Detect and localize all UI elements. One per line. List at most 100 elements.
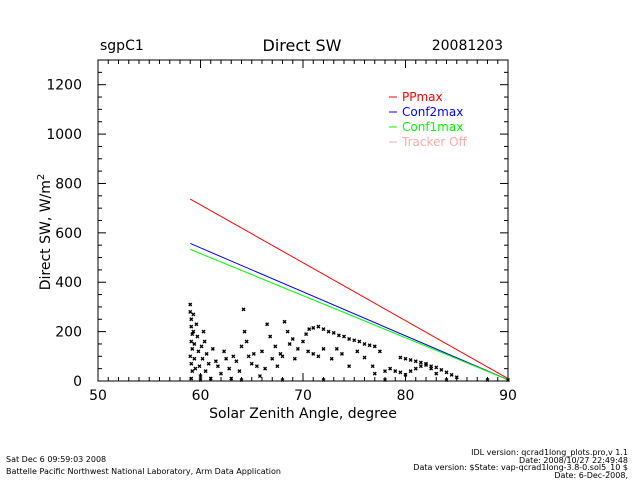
y-tick-label: 1200 bbox=[46, 78, 82, 94]
data-point bbox=[429, 364, 434, 369]
data-point bbox=[197, 364, 202, 369]
y-tick-label: 0 bbox=[73, 374, 82, 390]
data-point bbox=[229, 376, 234, 381]
data-point bbox=[408, 358, 413, 363]
data-date: Date: 6-Dec-2008, bbox=[554, 471, 628, 480]
data-point bbox=[198, 378, 203, 382]
data-point bbox=[408, 369, 413, 374]
y-tick-label: 800 bbox=[55, 176, 82, 192]
data-point bbox=[388, 366, 393, 371]
data-point bbox=[282, 319, 287, 324]
data-point bbox=[280, 354, 285, 359]
data-point bbox=[362, 355, 367, 360]
data-point bbox=[196, 349, 201, 354]
data-point bbox=[424, 362, 428, 367]
data-point bbox=[434, 371, 439, 376]
data-point bbox=[191, 329, 196, 334]
data-version: Data version: $State: vap-qcrad1long-3.8… bbox=[413, 463, 628, 472]
data-point bbox=[190, 332, 195, 337]
data-point bbox=[190, 346, 195, 351]
data-point bbox=[275, 364, 280, 369]
chart-title: Direct SW bbox=[263, 36, 342, 55]
data-point bbox=[454, 375, 459, 380]
data-point bbox=[434, 365, 439, 370]
data-point bbox=[190, 369, 195, 374]
data-point bbox=[355, 349, 360, 354]
data-point bbox=[188, 302, 193, 307]
data-point bbox=[301, 339, 305, 344]
y-axis-label-text: Direct SW, W/m bbox=[38, 180, 54, 290]
y-tick-label: 600 bbox=[55, 226, 82, 242]
data-point bbox=[287, 341, 292, 346]
data-point bbox=[194, 322, 199, 327]
data-point bbox=[192, 356, 197, 361]
data-point bbox=[222, 349, 227, 354]
data-point bbox=[307, 327, 312, 332]
data-point bbox=[329, 356, 334, 361]
data-point bbox=[367, 343, 372, 348]
data-point bbox=[249, 361, 254, 366]
data-point bbox=[285, 329, 290, 334]
data-point bbox=[231, 354, 236, 359]
data-point bbox=[199, 344, 204, 349]
line-ppmax bbox=[190, 198, 509, 379]
data-point bbox=[444, 378, 449, 382]
data-point bbox=[189, 361, 194, 366]
data-point bbox=[257, 374, 262, 379]
data-point bbox=[398, 355, 403, 360]
axes: 50 60 70 80 90 0 200 400 600 800 1000 1200 bbox=[46, 59, 517, 404]
data-point bbox=[208, 376, 213, 381]
data-point bbox=[219, 371, 223, 376]
data-point bbox=[316, 354, 321, 359]
data-point bbox=[321, 378, 326, 382]
idl-version: IDL version: qcrad1long_plots.pro,v 1.1 bbox=[471, 448, 628, 457]
data-point bbox=[439, 367, 444, 372]
data-point bbox=[191, 312, 196, 317]
legend-label: Conf2max bbox=[402, 105, 463, 119]
data-point bbox=[241, 307, 246, 312]
idl-date: Date: 2008/10/27 22:49:48 bbox=[519, 456, 628, 465]
data-point bbox=[372, 371, 377, 376]
data-point bbox=[192, 341, 197, 346]
data-point bbox=[239, 344, 244, 349]
x-tick-label: 80 bbox=[397, 388, 415, 404]
site-label: sgpC1 bbox=[100, 38, 144, 54]
data-point bbox=[204, 351, 209, 356]
data-point bbox=[263, 366, 268, 371]
data-point bbox=[449, 372, 454, 377]
data-point bbox=[506, 378, 510, 382]
data-point bbox=[189, 339, 194, 344]
data-point bbox=[215, 364, 220, 369]
organization: Battelle Pacific Northwest National Labo… bbox=[6, 467, 281, 476]
data-point bbox=[224, 356, 229, 361]
data-point bbox=[377, 349, 382, 354]
data-point bbox=[372, 344, 377, 349]
data-point bbox=[188, 309, 193, 314]
x-axis-label: Solar Zenith Angle, degree bbox=[209, 406, 397, 422]
date-label: 20081203 bbox=[432, 38, 503, 54]
y-axis-label: Direct SW, W/m2 bbox=[36, 174, 54, 291]
line-conf2max bbox=[190, 243, 509, 381]
y-tick-label: 200 bbox=[55, 325, 82, 341]
data-point bbox=[193, 366, 198, 371]
data-point bbox=[198, 374, 203, 379]
data-point bbox=[244, 339, 249, 344]
data-point bbox=[383, 378, 387, 382]
data-point bbox=[265, 322, 270, 327]
data-point bbox=[210, 346, 215, 351]
data-point bbox=[251, 351, 256, 356]
data-point bbox=[188, 354, 193, 359]
data-point bbox=[270, 356, 275, 361]
data-point bbox=[189, 324, 194, 329]
data-point bbox=[347, 337, 352, 342]
data-point bbox=[292, 356, 297, 361]
data-point bbox=[362, 341, 367, 346]
data-point bbox=[418, 364, 423, 369]
x-tick-label: 50 bbox=[89, 388, 107, 404]
data-point bbox=[213, 359, 218, 364]
data-point bbox=[206, 361, 211, 366]
data-point bbox=[273, 344, 278, 349]
x-tick-label: 90 bbox=[499, 388, 517, 404]
data-point bbox=[444, 370, 449, 375]
